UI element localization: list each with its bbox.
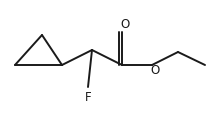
Text: O: O — [150, 64, 160, 77]
Text: O: O — [120, 18, 130, 31]
Text: F: F — [85, 91, 91, 104]
